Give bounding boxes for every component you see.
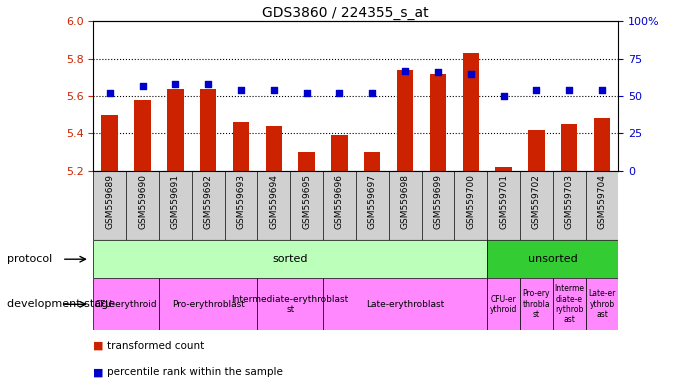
- Bar: [257, 278, 323, 330]
- Text: GSM559693: GSM559693: [236, 174, 245, 229]
- Text: transformed count: transformed count: [107, 341, 205, 351]
- Text: ■: ■: [93, 367, 104, 377]
- Bar: [323, 278, 487, 330]
- Text: Late-erythroblast: Late-erythroblast: [366, 300, 444, 309]
- Bar: [159, 278, 257, 330]
- Bar: [134, 100, 151, 171]
- Text: unsorted: unsorted: [528, 254, 578, 264]
- Bar: [331, 135, 348, 171]
- Point: [531, 87, 542, 93]
- Bar: [167, 89, 184, 171]
- Bar: [462, 53, 479, 171]
- Text: CFU-er
ythroid: CFU-er ythroid: [490, 295, 518, 314]
- Point: [301, 90, 312, 96]
- Text: GSM559694: GSM559694: [269, 174, 278, 229]
- Text: Pro-ery
throbla
st: Pro-ery throbla st: [522, 290, 550, 319]
- Text: GSM559699: GSM559699: [433, 174, 442, 229]
- Bar: [200, 89, 216, 171]
- Text: GDS3860 / 224355_s_at: GDS3860 / 224355_s_at: [262, 6, 429, 20]
- Point: [104, 90, 115, 96]
- Bar: [265, 126, 282, 171]
- Text: GSM559695: GSM559695: [302, 174, 311, 229]
- Point: [399, 68, 410, 74]
- Bar: [430, 74, 446, 171]
- Text: CFU-erythroid: CFU-erythroid: [95, 300, 158, 309]
- Bar: [397, 70, 413, 171]
- Text: Intermediate-erythroblast
st: Intermediate-erythroblast st: [231, 295, 349, 314]
- Point: [202, 81, 214, 87]
- Text: GSM559696: GSM559696: [335, 174, 344, 229]
- Text: GSM559702: GSM559702: [532, 174, 541, 229]
- Text: Late-er
ythrob
ast: Late-er ythrob ast: [588, 290, 616, 319]
- Bar: [553, 278, 586, 330]
- Point: [334, 90, 345, 96]
- Text: GSM559689: GSM559689: [105, 174, 114, 229]
- Text: protocol: protocol: [7, 254, 52, 264]
- Text: GSM559692: GSM559692: [204, 174, 213, 229]
- Point: [268, 87, 279, 93]
- Text: sorted: sorted: [272, 254, 308, 264]
- Bar: [561, 124, 578, 171]
- Bar: [93, 240, 487, 278]
- Text: GSM559690: GSM559690: [138, 174, 147, 229]
- Bar: [364, 152, 381, 171]
- Point: [236, 87, 247, 93]
- Point: [367, 90, 378, 96]
- Bar: [102, 115, 118, 171]
- Text: Pro-erythroblast: Pro-erythroblast: [172, 300, 245, 309]
- Point: [498, 93, 509, 99]
- Bar: [487, 240, 618, 278]
- Text: Interme
diate-e
rythrob
ast: Interme diate-e rythrob ast: [554, 284, 584, 324]
- Text: development stage: development stage: [7, 299, 115, 310]
- Text: ■: ■: [93, 341, 104, 351]
- Bar: [299, 152, 315, 171]
- Bar: [520, 278, 553, 330]
- Point: [564, 87, 575, 93]
- Text: GSM559704: GSM559704: [598, 174, 607, 229]
- Bar: [233, 122, 249, 171]
- Text: GSM559698: GSM559698: [401, 174, 410, 229]
- Bar: [495, 167, 512, 171]
- Point: [137, 83, 148, 89]
- Bar: [594, 119, 610, 171]
- Bar: [528, 130, 545, 171]
- Point: [465, 71, 476, 77]
- Bar: [586, 278, 618, 330]
- Bar: [487, 278, 520, 330]
- Text: GSM559697: GSM559697: [368, 174, 377, 229]
- Text: GSM559700: GSM559700: [466, 174, 475, 229]
- Text: percentile rank within the sample: percentile rank within the sample: [107, 367, 283, 377]
- Text: GSM559703: GSM559703: [565, 174, 574, 229]
- Text: GSM559691: GSM559691: [171, 174, 180, 229]
- Point: [596, 87, 607, 93]
- Text: GSM559701: GSM559701: [499, 174, 508, 229]
- Bar: [93, 278, 159, 330]
- Point: [433, 69, 444, 75]
- Point: [170, 81, 181, 87]
